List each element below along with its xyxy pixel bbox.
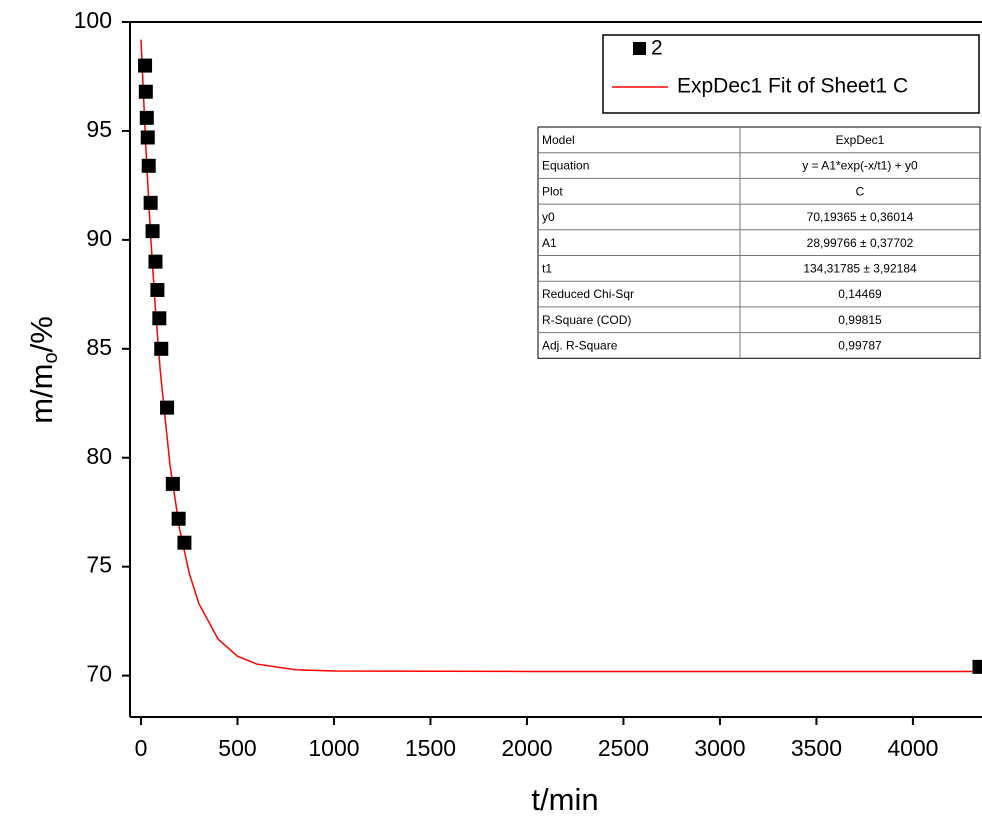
legend-label: ExpDec1 Fit of Sheet1 C bbox=[677, 75, 908, 98]
plot-area bbox=[138, 39, 982, 674]
y-tick-label: 70 bbox=[86, 661, 112, 687]
data-point bbox=[160, 400, 175, 415]
table-value: 70,19365 ± 0,36014 bbox=[807, 210, 914, 224]
y-axis-label: m/mo/% bbox=[24, 316, 62, 424]
data-point bbox=[154, 341, 169, 356]
x-tick-label: 2000 bbox=[501, 735, 552, 761]
table-key: t1 bbox=[542, 262, 552, 276]
data-point bbox=[138, 84, 153, 99]
data-point bbox=[148, 254, 163, 269]
y-tick-label: 95 bbox=[86, 116, 112, 142]
y-tick-label: 80 bbox=[86, 443, 112, 469]
data-point bbox=[139, 110, 154, 125]
table-value: 0,99815 bbox=[838, 313, 882, 327]
table-key: A1 bbox=[542, 236, 557, 250]
x-tick-label: 500 bbox=[218, 735, 256, 761]
data-point bbox=[150, 282, 165, 297]
x-axis-label: t/min bbox=[531, 782, 598, 817]
table-key: Reduced Chi-Sqr bbox=[542, 287, 634, 301]
legend-marker bbox=[633, 42, 646, 55]
table-value: 134,31785 ± 3,92184 bbox=[803, 262, 917, 276]
y-tick-label: 75 bbox=[86, 552, 112, 578]
table-key: y0 bbox=[542, 210, 555, 224]
x-tick-label: 2500 bbox=[598, 735, 649, 761]
table-value: C bbox=[856, 184, 865, 198]
data-point bbox=[171, 511, 186, 526]
y-tick-label: 100 bbox=[74, 7, 112, 33]
data-point bbox=[165, 476, 180, 491]
y-tick-label: 85 bbox=[86, 334, 112, 360]
data-point bbox=[177, 535, 192, 550]
data-point bbox=[140, 130, 155, 145]
table-value: ExpDec1 bbox=[836, 133, 885, 147]
legend-box bbox=[602, 34, 980, 114]
stats-table bbox=[537, 126, 981, 359]
data-point bbox=[143, 195, 158, 210]
table-value: 0,99787 bbox=[838, 339, 882, 353]
table-key: Adj. R-Square bbox=[542, 339, 618, 353]
table-key: Equation bbox=[542, 159, 589, 173]
y-tick-label: 90 bbox=[86, 225, 112, 251]
data-point bbox=[141, 158, 156, 173]
data-point bbox=[152, 311, 167, 326]
y-label-sub: o bbox=[40, 352, 62, 363]
x-tick-label: 4000 bbox=[887, 735, 938, 761]
table-value: 28,99766 ± 0,37702 bbox=[807, 236, 914, 250]
x-tick-label: 0 bbox=[135, 735, 148, 761]
legend-label: 2 bbox=[651, 37, 663, 60]
table-key: R-Square (COD) bbox=[542, 313, 631, 327]
y-label-unit: /% bbox=[24, 316, 59, 352]
table-key: Plot bbox=[542, 184, 563, 198]
table-key: Model bbox=[542, 133, 575, 147]
table-value: 0,14469 bbox=[838, 287, 882, 301]
table-value: y = A1*exp(-x/t1) + y0 bbox=[802, 159, 918, 173]
x-tick-label: 3000 bbox=[694, 735, 745, 761]
x-tick-label: 1000 bbox=[308, 735, 359, 761]
data-point bbox=[972, 659, 982, 674]
data-point bbox=[145, 224, 160, 239]
y-label-main: m/m bbox=[24, 364, 59, 424]
data-point bbox=[138, 58, 153, 73]
x-tick-label: 3500 bbox=[791, 735, 842, 761]
x-tick-label: 1500 bbox=[405, 735, 456, 761]
